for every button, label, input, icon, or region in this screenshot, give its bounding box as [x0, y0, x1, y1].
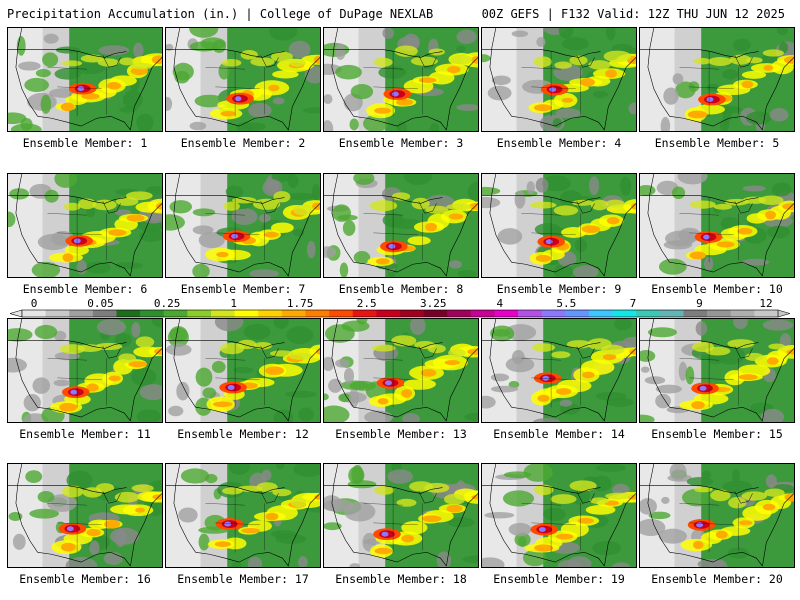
member-map-2	[165, 27, 321, 132]
member-map-15	[639, 318, 795, 423]
member-map-5	[639, 27, 795, 132]
colorbar-swatch	[636, 310, 661, 317]
member-label-20: Ensemble Member: 20	[651, 572, 783, 586]
colorbar-tick-label: 0.05	[87, 298, 114, 310]
colorbar-tick-label: 9	[696, 298, 703, 310]
colorbar-swatch	[258, 310, 283, 317]
colorbar-tick-label: 2.5	[357, 298, 377, 310]
colorbar-swatch	[140, 310, 165, 317]
member-map-8	[323, 173, 479, 278]
colorbar-swatch	[494, 310, 519, 317]
colorbar-swatch	[92, 310, 117, 317]
colorbar-swatch	[69, 310, 94, 317]
colorbar-swatch	[329, 310, 354, 317]
member-label-13: Ensemble Member: 13	[335, 427, 467, 441]
member-label-5: Ensemble Member: 5	[654, 136, 780, 150]
colorbar-swatch	[707, 310, 732, 317]
member-map-14	[481, 318, 637, 423]
colorbar-arrow-left	[10, 309, 23, 318]
member-label-4: Ensemble Member: 4	[496, 136, 622, 150]
member-label-1: Ensemble Member: 1	[22, 136, 148, 150]
run-info: 00Z GEFS | F132 Valid: 12Z THU JUN 12 20…	[481, 7, 785, 21]
member-label-9: Ensemble Member: 9	[496, 282, 622, 296]
member-map-10	[639, 173, 795, 278]
member-label-19: Ensemble Member: 19	[493, 572, 625, 586]
colorbar-swatch	[447, 310, 472, 317]
member-map-16	[7, 463, 163, 568]
colorbar-swatch	[683, 310, 708, 317]
member-map-4	[481, 27, 637, 132]
member-map-18	[323, 463, 479, 568]
member-label-12: Ensemble Member: 12	[177, 427, 309, 441]
member-map-3	[323, 27, 479, 132]
member-map-13	[323, 318, 479, 423]
colorbar-swatch	[518, 310, 543, 317]
colorbar-swatch	[423, 310, 448, 317]
member-map-19	[481, 463, 637, 568]
colorbar-swatch	[400, 310, 424, 317]
member-label-15: Ensemble Member: 15	[651, 427, 783, 441]
colorbar-tick-label: 12	[759, 298, 772, 310]
member-label-11: Ensemble Member: 11	[19, 427, 151, 441]
colorbar-tick-label: 0	[31, 298, 38, 310]
member-map-11	[7, 318, 163, 423]
colorbar-arrow-right	[777, 309, 790, 318]
colorbar-swatch	[281, 310, 306, 317]
member-label-6: Ensemble Member: 6	[22, 282, 148, 296]
colorbar-swatch	[352, 310, 377, 317]
colorbar-swatch	[589, 310, 613, 317]
colorbar-swatch	[234, 310, 259, 317]
member-label-3: Ensemble Member: 3	[338, 136, 464, 150]
colorbar-swatch	[305, 310, 330, 317]
colorbar-swatch	[541, 310, 566, 317]
colorbar-tick-label: 5.5	[556, 298, 576, 310]
member-label-14: Ensemble Member: 14	[493, 427, 625, 441]
colorbar-swatch	[22, 310, 46, 317]
colorbar-tick-label: 4	[497, 298, 504, 310]
member-label-10: Ensemble Member: 10	[651, 282, 783, 296]
member-label-7: Ensemble Member: 7	[180, 282, 306, 296]
colorbar-tick-label: 7	[630, 298, 637, 310]
colorbar-tick-label: 1	[230, 298, 237, 310]
member-map-17	[165, 463, 321, 568]
colorbar-swatch	[754, 310, 779, 317]
precip-colorbar: 0 0.05 0.25 1 1.75 2.5 3.25 4 5.5 7 9 12	[10, 298, 790, 318]
member-map-20	[639, 463, 795, 568]
colorbar-tick-label: 3.25	[420, 298, 447, 310]
member-label-16: Ensemble Member: 16	[19, 572, 151, 586]
colorbar-swatch	[612, 310, 637, 317]
colorbar-swatch	[163, 310, 188, 317]
colorbar-tick-label: 1.75	[287, 298, 314, 310]
colorbar-swatch	[211, 310, 235, 317]
colorbar-swatch	[116, 310, 141, 317]
colorbar-swatch	[730, 310, 755, 317]
colorbar-swatch	[470, 310, 495, 317]
member-label-18: Ensemble Member: 18	[335, 572, 467, 586]
member-map-12	[165, 318, 321, 423]
member-map-7	[165, 173, 321, 278]
colorbar-swatch	[45, 310, 70, 317]
member-map-9	[481, 173, 637, 278]
colorbar-tick-label: 0.25	[154, 298, 181, 310]
colorbar-swatch	[376, 310, 401, 317]
member-label-17: Ensemble Member: 17	[177, 572, 309, 586]
member-label-8: Ensemble Member: 8	[338, 282, 464, 296]
member-label-2: Ensemble Member: 2	[180, 136, 306, 150]
member-map-1	[7, 27, 163, 132]
colorbar-swatch	[187, 310, 212, 317]
member-map-6	[7, 173, 163, 278]
chart-title: Precipitation Accumulation (in.) | Colle…	[7, 7, 434, 21]
colorbar-swatch	[659, 310, 684, 317]
colorbar-swatch	[565, 310, 590, 317]
